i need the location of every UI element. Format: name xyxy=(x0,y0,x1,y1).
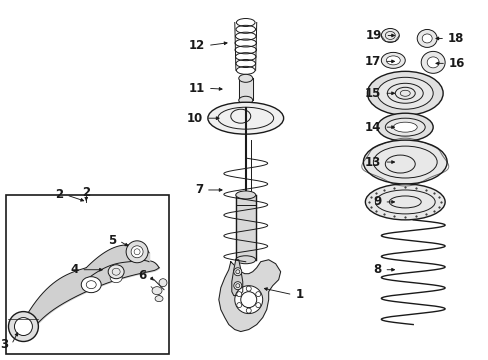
Ellipse shape xyxy=(235,256,255,264)
Ellipse shape xyxy=(420,51,444,73)
Ellipse shape xyxy=(131,246,143,258)
Text: 14: 14 xyxy=(364,121,381,134)
Ellipse shape xyxy=(381,53,405,68)
Polygon shape xyxy=(219,260,280,332)
Ellipse shape xyxy=(392,122,416,132)
Ellipse shape xyxy=(8,312,39,342)
Text: 18: 18 xyxy=(447,32,464,45)
Text: 17: 17 xyxy=(365,55,381,68)
Ellipse shape xyxy=(236,292,241,297)
Ellipse shape xyxy=(108,265,124,279)
Ellipse shape xyxy=(377,77,432,109)
Text: 19: 19 xyxy=(365,29,382,42)
Ellipse shape xyxy=(207,102,283,134)
Ellipse shape xyxy=(363,140,446,184)
Ellipse shape xyxy=(365,184,444,220)
Text: 15: 15 xyxy=(364,87,381,100)
Text: 3: 3 xyxy=(0,338,8,351)
Ellipse shape xyxy=(152,287,162,294)
Polygon shape xyxy=(231,260,242,296)
Ellipse shape xyxy=(236,303,241,307)
Text: 2: 2 xyxy=(55,188,63,202)
Ellipse shape xyxy=(238,74,252,82)
Text: 1: 1 xyxy=(295,288,303,301)
Ellipse shape xyxy=(159,279,167,287)
Ellipse shape xyxy=(126,241,148,263)
Ellipse shape xyxy=(377,113,432,141)
Bar xyxy=(6,195,169,355)
Text: 6: 6 xyxy=(138,269,146,282)
Ellipse shape xyxy=(235,191,255,199)
Ellipse shape xyxy=(233,282,241,290)
Ellipse shape xyxy=(394,87,414,99)
Ellipse shape xyxy=(366,71,442,115)
Ellipse shape xyxy=(81,277,101,293)
Text: 2: 2 xyxy=(82,186,90,199)
Text: 11: 11 xyxy=(188,82,204,95)
Ellipse shape xyxy=(255,292,260,297)
Text: 4: 4 xyxy=(70,263,78,276)
Ellipse shape xyxy=(238,96,252,104)
Text: 12: 12 xyxy=(188,39,204,52)
Ellipse shape xyxy=(386,56,400,65)
Ellipse shape xyxy=(427,57,438,68)
Ellipse shape xyxy=(234,286,262,314)
Ellipse shape xyxy=(416,30,436,48)
Text: 8: 8 xyxy=(372,263,381,276)
Text: 7: 7 xyxy=(194,184,203,197)
Text: 13: 13 xyxy=(365,156,381,168)
Ellipse shape xyxy=(381,28,399,42)
Text: 16: 16 xyxy=(448,57,465,70)
Ellipse shape xyxy=(246,308,251,313)
Text: 5: 5 xyxy=(108,234,116,247)
Ellipse shape xyxy=(155,296,163,302)
Ellipse shape xyxy=(15,318,32,336)
Ellipse shape xyxy=(421,34,431,43)
Ellipse shape xyxy=(246,286,251,291)
Text: 10: 10 xyxy=(186,112,203,125)
Text: 9: 9 xyxy=(372,195,381,208)
Ellipse shape xyxy=(255,303,260,307)
Ellipse shape xyxy=(233,268,241,276)
Ellipse shape xyxy=(386,83,422,103)
Ellipse shape xyxy=(110,273,122,283)
Ellipse shape xyxy=(385,118,425,136)
